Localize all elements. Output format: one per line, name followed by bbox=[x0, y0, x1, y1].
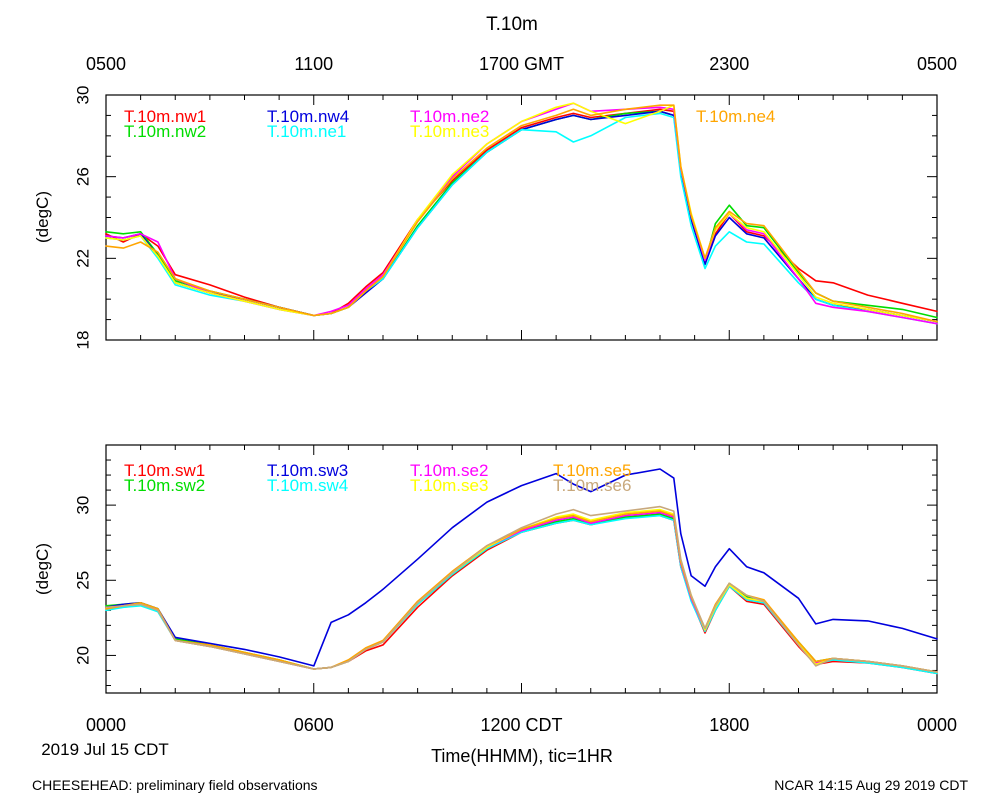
legend-entry-T.10m.nw4: T.10m.nw4 bbox=[267, 107, 349, 126]
top-x-tick-label: 2300 bbox=[709, 54, 749, 74]
legend-entry-T.10m.se3: T.10m.se3 bbox=[410, 476, 488, 495]
bottom-panel-frame bbox=[105, 444, 938, 694]
bottom-x-tick-label: 0600 bbox=[294, 715, 334, 735]
legend-entry-T.10m.se2: T.10m.se2 bbox=[410, 461, 488, 480]
bottom-x-tick-label: 0000 bbox=[917, 715, 957, 735]
series-line-T.10m.nw2 bbox=[105, 110, 938, 319]
legend-entry-T.10m.ne4: T.10m.ne4 bbox=[696, 107, 775, 126]
legend-entry-T.10m.sw3: T.10m.sw3 bbox=[267, 461, 348, 480]
top-x-tick-label: 0500 bbox=[86, 54, 126, 74]
series-line-T.10m.nw1 bbox=[105, 108, 938, 317]
chart-marks: 18222630T.10m.nw1T.10m.nw2T.10m.nw4T.10m… bbox=[73, 54, 957, 735]
top-x-tick-label: 0500 bbox=[917, 54, 957, 74]
bottom-y-axis-label: (degC) bbox=[33, 543, 52, 595]
chart-title: T.10m bbox=[486, 14, 538, 35]
legend-entry-T.10m.nw2: T.10m.nw2 bbox=[124, 122, 206, 141]
y-tick-label: 30 bbox=[73, 496, 92, 515]
series-line-T.10m.se6 bbox=[105, 505, 938, 673]
legend-entry-T.10m.ne1: T.10m.ne1 bbox=[267, 122, 346, 141]
bottom-x-tick-label: 1800 bbox=[709, 715, 749, 735]
top-x-tick-label: 1700 GMT bbox=[479, 54, 564, 74]
top-y-axis-label: (degC) bbox=[33, 191, 52, 243]
y-tick-label: 18 bbox=[73, 331, 92, 350]
y-tick-label: 26 bbox=[73, 167, 92, 186]
legend-entry-T.10m.ne3: T.10m.ne3 bbox=[410, 122, 489, 141]
series-line-T.10m.ne4 bbox=[105, 104, 938, 323]
legend-entry-T.10m.ne2: T.10m.ne2 bbox=[410, 107, 489, 126]
legend-entry-T.10m.sw1: T.10m.sw1 bbox=[124, 461, 205, 480]
top-panel-frame bbox=[105, 94, 938, 341]
footer-left-note: CHEESEHEAD: preliminary field observatio… bbox=[32, 777, 318, 793]
series-group bbox=[105, 468, 938, 675]
bottom-x-tick-label: 0000 bbox=[86, 715, 126, 735]
legend-entry-T.10m.sw2: T.10m.sw2 bbox=[124, 476, 205, 495]
bottom-x-tick-label: 1200 CDT bbox=[480, 715, 562, 735]
series-group bbox=[105, 102, 938, 325]
legend-entry-T.10m.se6: T.10m.se6 bbox=[553, 476, 631, 495]
date-label: 2019 Jul 15 CDT bbox=[41, 740, 169, 759]
y-tick-label: 30 bbox=[73, 86, 92, 105]
series-line-T.10m.se5 bbox=[105, 510, 938, 673]
series-line-T.10m.ne2 bbox=[105, 102, 938, 325]
series-line-T.10m.sw2 bbox=[105, 513, 938, 673]
series-line-T.10m.sw3 bbox=[105, 468, 938, 667]
y-tick-label: 20 bbox=[73, 646, 92, 665]
y-tick-label: 22 bbox=[73, 249, 92, 268]
series-line-T.10m.ne3 bbox=[105, 102, 938, 323]
x-axis-label: Time(HHMM), tic=1HR bbox=[431, 746, 613, 766]
series-line-T.10m.se2 bbox=[105, 511, 938, 673]
legend-entry-T.10m.sw4: T.10m.sw4 bbox=[267, 476, 348, 495]
legend-entry-T.10m.se5: T.10m.se5 bbox=[553, 461, 631, 480]
top-x-tick-label: 1100 bbox=[294, 54, 333, 74]
legend-entry-T.10m.nw1: T.10m.nw1 bbox=[124, 107, 206, 126]
y-tick-label: 25 bbox=[73, 571, 92, 590]
footer-right-note: NCAR 14:15 Aug 29 2019 CDT bbox=[774, 777, 968, 793]
